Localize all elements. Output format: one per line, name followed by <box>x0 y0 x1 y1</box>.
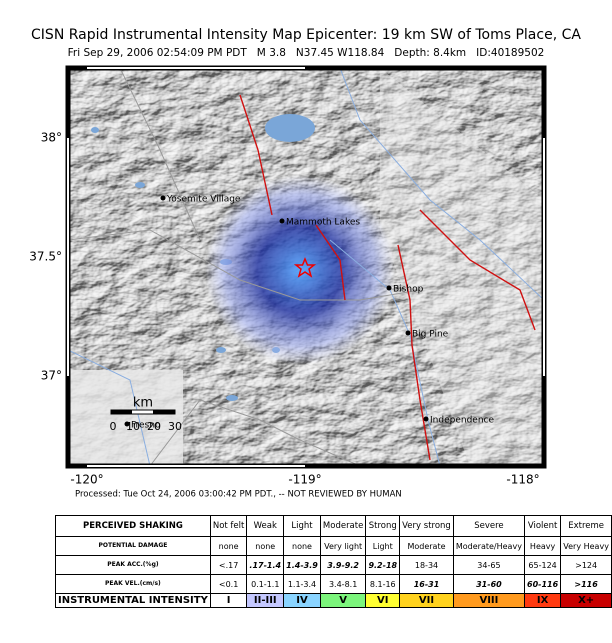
legend-cell: Not felt <box>209 515 248 537</box>
row-header: PERCEIVED SHAKING <box>55 515 211 537</box>
legend-cell: 34-65 <box>452 555 525 575</box>
legend-cell: Very Heavy <box>560 536 612 556</box>
county-lines <box>68 68 421 466</box>
places: Yosemite Village Mammoth Lakes Bishop Bi… <box>124 195 494 431</box>
legend-cell: 1.4-3.9 <box>283 555 321 575</box>
legend-cell: Moderate <box>399 536 454 556</box>
scale-unit: km <box>133 396 153 411</box>
frame-ticks <box>67 67 545 467</box>
legend-row: INSTRUMENTAL INTENSITY I II-III IV V VI VII VII… <box>55 593 612 608</box>
lat-label: 37.5° <box>29 250 62 264</box>
place-label: Big Pine <box>412 330 449 340</box>
legend-cell: 3.4-8.1 <box>319 574 367 594</box>
legend-cell: Very light <box>319 536 367 556</box>
legend-cell: 3.9-9.2 <box>319 555 367 575</box>
row-header: POTENTIAL DAMAGE <box>55 536 211 556</box>
valley <box>68 370 183 466</box>
legend-cell: Strong <box>365 515 401 537</box>
legend-cell: Weak <box>246 515 285 537</box>
lon-label: -119° <box>288 473 321 487</box>
legend-cell: 18-34 <box>399 555 454 575</box>
legend-cell: 8.1-16 <box>365 574 401 594</box>
legend-cell: Very strong <box>399 515 454 537</box>
place-label: Independence <box>430 416 494 426</box>
roads <box>68 68 544 466</box>
place-label: Yosemite Village <box>166 195 241 205</box>
row-header: PEAK ACC.(%g) <box>55 555 211 575</box>
legend-row: PEAK VEL.(cm/s) <0.1 0.1-1.1 1.1-3.4 3.4-8.1… <box>55 574 612 594</box>
place-label: Bishop <box>393 285 424 295</box>
legend-cell: VI <box>365 593 401 608</box>
intensity-legend: PERCEIVED SHAKING Not felt Weak Light Modera… <box>55 515 612 608</box>
lat-label: 37° <box>41 369 62 383</box>
legend-cell: none <box>209 536 248 556</box>
owens-valley <box>380 68 544 466</box>
legend-row: PEAK ACC.(%g) <.17.17-1.4 1.4-3.9 3.9-9.2 9.… <box>55 555 612 575</box>
legend-cell: <0.1 <box>209 574 248 594</box>
scale-tick: 20 <box>147 420 161 433</box>
legend-row: POTENTIAL DAMAGE none none none Very light Li… <box>55 536 612 556</box>
legend-cell: IX <box>523 593 562 608</box>
legend-cell: 65-124 <box>523 555 562 575</box>
row-header: INSTRUMENTAL INTENSITY <box>55 593 211 608</box>
scale-tick: 10 <box>126 420 140 433</box>
legend-row: PERCEIVED SHAKING Not felt Weak Light Modera… <box>55 515 612 537</box>
lat-labels: 38° 37.5° 37° -120° -119° -118° <box>29 131 539 487</box>
legend-cell: Severe <box>452 515 525 537</box>
legend-cell: Heavy <box>523 536 562 556</box>
legend-cell: II-III <box>246 593 285 608</box>
place-label: Fresno <box>131 421 161 431</box>
subtitle: Fri Sep 29, 2006 02:54:09 PM PDT M 3.8 N… <box>68 47 545 59</box>
legend-cell: 1.1-3.4 <box>283 574 321 594</box>
legend-cell: Violent <box>523 515 562 537</box>
map-figure: CISN Rapid Instrumental Intensity Map Ep… <box>29 27 581 500</box>
legend-cell: 9.2-18 <box>365 555 401 575</box>
legend-cell: Light <box>283 515 321 537</box>
processed-note: Processed: Tue Oct 24, 2006 03:00:42 PM … <box>75 490 402 500</box>
place-label: Mammoth Lakes <box>286 218 360 228</box>
legend-cell: 0.1-1.1 <box>246 574 285 594</box>
legend-cell: none <box>246 536 285 556</box>
legend-cell: X+ <box>560 593 612 608</box>
legend-cell: Moderate <box>319 515 367 537</box>
legend-cell: none <box>283 536 321 556</box>
title: CISN Rapid Instrumental Intensity Map Ep… <box>31 27 581 43</box>
legend-cell: 16-31 <box>399 574 454 594</box>
legend-cell: >116 <box>560 574 612 594</box>
legend-cell: >124 <box>560 555 612 575</box>
lon-label: -118° <box>506 473 539 487</box>
legend-cell: Light <box>365 536 401 556</box>
legend-cell: Extreme <box>560 515 612 537</box>
lon-label: -120° <box>70 473 103 487</box>
map <box>68 68 544 466</box>
row-header: PEAK VEL.(cm/s) <box>55 574 211 594</box>
scale-tick: 30 <box>168 420 182 433</box>
legend-cell: VII <box>399 593 454 608</box>
legend-cell: Moderate/Heavy <box>452 536 525 556</box>
epicenter <box>293 257 317 278</box>
legend-cell: <.17 <box>209 555 248 575</box>
legend-cell: VIII <box>452 593 525 608</box>
scale-bar: km 0 10 20 30 <box>110 396 183 434</box>
legend-cell: IV <box>283 593 321 608</box>
legend-cell: I <box>209 593 248 608</box>
legend-cell: .17-1.4 <box>246 555 285 575</box>
mono-lake <box>265 114 315 142</box>
legend-cell: 60-116 <box>523 574 562 594</box>
lat-label: 38° <box>41 131 62 145</box>
scale-tick: 0 <box>110 420 117 433</box>
legend-cell: 31-60 <box>452 574 525 594</box>
faults <box>239 94 536 461</box>
legend-cell: V <box>319 593 367 608</box>
